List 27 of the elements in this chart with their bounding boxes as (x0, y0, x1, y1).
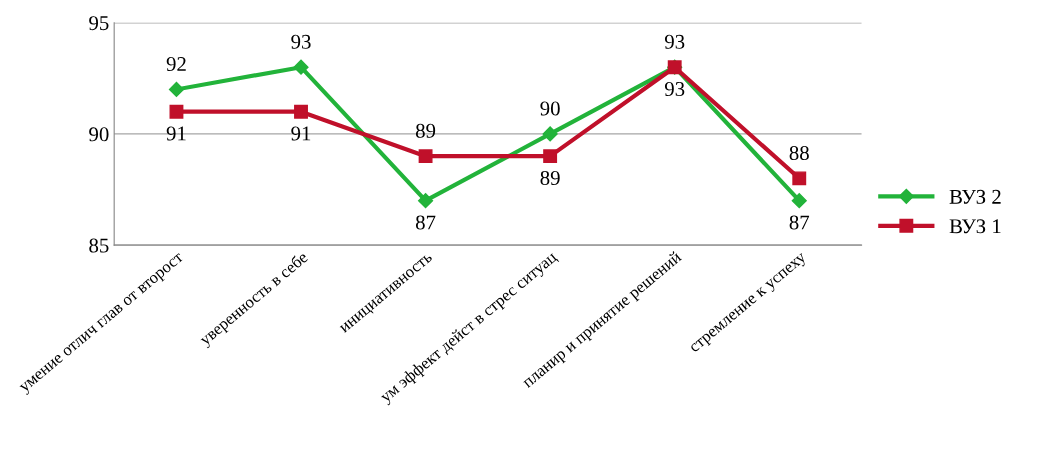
data-label: 93 (664, 82, 685, 97)
data-label: 92 (166, 57, 186, 72)
y-tick-label: 90 (89, 127, 109, 142)
data-label: 91 (166, 126, 186, 141)
point (791, 193, 807, 209)
data-label: 91 (291, 126, 311, 141)
point (792, 171, 807, 186)
data-label: 93 (664, 34, 685, 49)
point (418, 193, 434, 209)
point (294, 104, 308, 119)
data-label: 89 (540, 170, 560, 185)
point (293, 59, 309, 75)
data-label: 88 (789, 145, 809, 161)
point (543, 149, 558, 164)
point (418, 149, 433, 164)
data-label: 87 (789, 215, 810, 230)
point (168, 81, 185, 98)
y-tick-label: 95 (89, 16, 109, 31)
data-label: 90 (540, 101, 560, 116)
y-tick-label: 85 (89, 238, 109, 253)
point (542, 126, 558, 142)
legend-label: ВУЗ 1 (949, 219, 1001, 234)
data-label: 87 (415, 215, 436, 230)
data-label: 89 (415, 123, 436, 138)
data-label: 93 (291, 34, 311, 49)
point (169, 104, 184, 119)
legend-label: ВУЗ 2 (949, 189, 1001, 204)
